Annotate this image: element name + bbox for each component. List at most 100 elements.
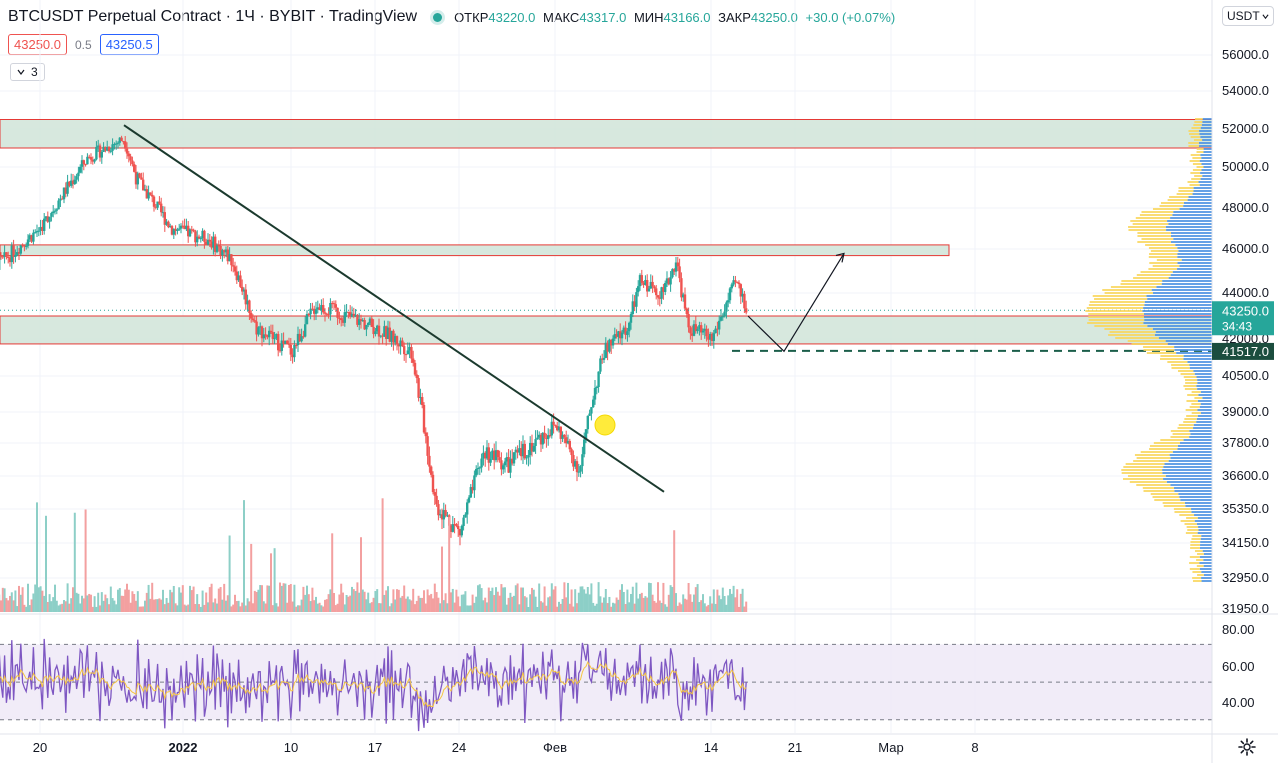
vp-bar-down xyxy=(1183,355,1212,357)
vp-bar-down xyxy=(1170,484,1212,486)
vp-bar-down xyxy=(1203,565,1212,567)
candle-body xyxy=(732,280,735,285)
candle-body xyxy=(538,434,541,438)
candle-body xyxy=(383,326,386,337)
volume-bar xyxy=(626,589,629,612)
volume-bar xyxy=(396,589,398,612)
symbol-title[interactable]: BTCUSDT Perpetual Contract · 1Ч · BYBIT … xyxy=(8,8,418,25)
vp-bar-down xyxy=(1151,289,1212,291)
vp-bar-down xyxy=(1200,154,1212,156)
volume-bar xyxy=(66,583,69,612)
candle-body xyxy=(525,457,528,459)
candle-body xyxy=(361,320,364,322)
volume-bar xyxy=(52,597,55,612)
vp-bar-up xyxy=(1121,469,1163,471)
volume-bar xyxy=(91,606,94,612)
vp-bar-up xyxy=(1108,334,1155,336)
candles xyxy=(0,135,748,546)
vp-bar-down xyxy=(1165,475,1212,477)
vp-bar-down xyxy=(1185,505,1212,507)
candle-body xyxy=(107,146,111,152)
vp-bar-up xyxy=(1136,274,1171,276)
vp-bar-down xyxy=(1203,148,1212,150)
gear-icon[interactable] xyxy=(1237,737,1257,757)
chevron-down-icon xyxy=(17,69,25,75)
candle-body xyxy=(147,192,150,199)
volume-bar xyxy=(311,587,314,612)
candle-body xyxy=(707,336,710,340)
vp-bar-down xyxy=(1152,328,1212,330)
vp-bar-up xyxy=(1191,127,1201,129)
candle-body xyxy=(734,280,737,282)
vp-bar-up xyxy=(1185,409,1198,411)
vp-bar-down xyxy=(1180,499,1212,501)
volume-bar xyxy=(216,603,218,612)
rsi-ma-line xyxy=(0,660,747,708)
volume-bar xyxy=(207,602,209,612)
vp-bar-up xyxy=(1123,466,1164,468)
volume-bar xyxy=(304,594,307,612)
candle-body xyxy=(575,461,579,473)
volume-bar xyxy=(257,589,260,612)
vp-bar-up xyxy=(1110,286,1157,288)
vp-bar-down xyxy=(1178,250,1212,252)
candle-body xyxy=(97,145,100,147)
vp-bar-down xyxy=(1196,376,1212,378)
volume-bar xyxy=(117,589,119,612)
volume-bar xyxy=(684,598,686,612)
candle-body xyxy=(676,262,679,267)
candle-body xyxy=(179,225,183,229)
indicators-toggle-button[interactable]: 3 xyxy=(10,63,45,81)
time-tick-label: 8 xyxy=(971,740,978,755)
vp-bar-up xyxy=(1192,163,1202,165)
volume-bar xyxy=(36,502,38,612)
volume-bar xyxy=(522,587,524,612)
candle-body xyxy=(343,312,346,323)
candle-body xyxy=(736,281,739,283)
candle-body xyxy=(475,469,478,476)
candle-body xyxy=(125,148,129,154)
vp-bar-up xyxy=(1163,505,1186,507)
vp-bar-down xyxy=(1162,469,1212,471)
volume-bar xyxy=(441,546,443,612)
candle-body xyxy=(244,289,247,305)
volume-bar xyxy=(707,604,710,612)
candle-body xyxy=(43,218,46,232)
volume-bar xyxy=(619,589,622,612)
vp-bar-down xyxy=(1203,151,1212,153)
candle-body xyxy=(316,307,319,310)
indicators-count: 3 xyxy=(31,65,38,79)
vp-bar-down xyxy=(1202,118,1212,120)
currency-selector[interactable]: USDT xyxy=(1222,6,1274,26)
vp-bar-up xyxy=(1160,355,1184,357)
zone-rect xyxy=(0,244,950,257)
volume-bar xyxy=(599,596,602,612)
volume-bar xyxy=(547,597,550,612)
volume-bar xyxy=(113,600,116,612)
volume-bar xyxy=(739,593,742,612)
rsi-tick-label: 40.00 xyxy=(1222,695,1255,710)
vp-bar-down xyxy=(1177,448,1212,450)
vp-bar-down xyxy=(1200,391,1212,393)
volume-bar xyxy=(64,601,67,612)
volume-bar xyxy=(635,582,638,612)
level-tag xyxy=(1212,342,1274,360)
candle-body xyxy=(739,284,742,297)
volume-bar xyxy=(597,582,600,612)
vp-bar-down xyxy=(1183,205,1212,207)
candle-body xyxy=(397,344,400,347)
volume-bar xyxy=(527,606,530,612)
candle-body xyxy=(111,144,114,151)
volume-bar xyxy=(639,593,641,612)
volume-bar xyxy=(693,594,695,612)
candle-body xyxy=(59,198,62,201)
volume-bar xyxy=(343,604,346,612)
candle-body xyxy=(341,320,345,323)
chart-header: BTCUSDT Perpetual Contract · 1Ч · BYBIT … xyxy=(8,6,895,28)
candle-body xyxy=(485,447,489,459)
candle-body xyxy=(295,344,298,346)
candle-body xyxy=(286,340,289,344)
volume-bar xyxy=(356,582,359,612)
candle-body xyxy=(194,231,197,243)
